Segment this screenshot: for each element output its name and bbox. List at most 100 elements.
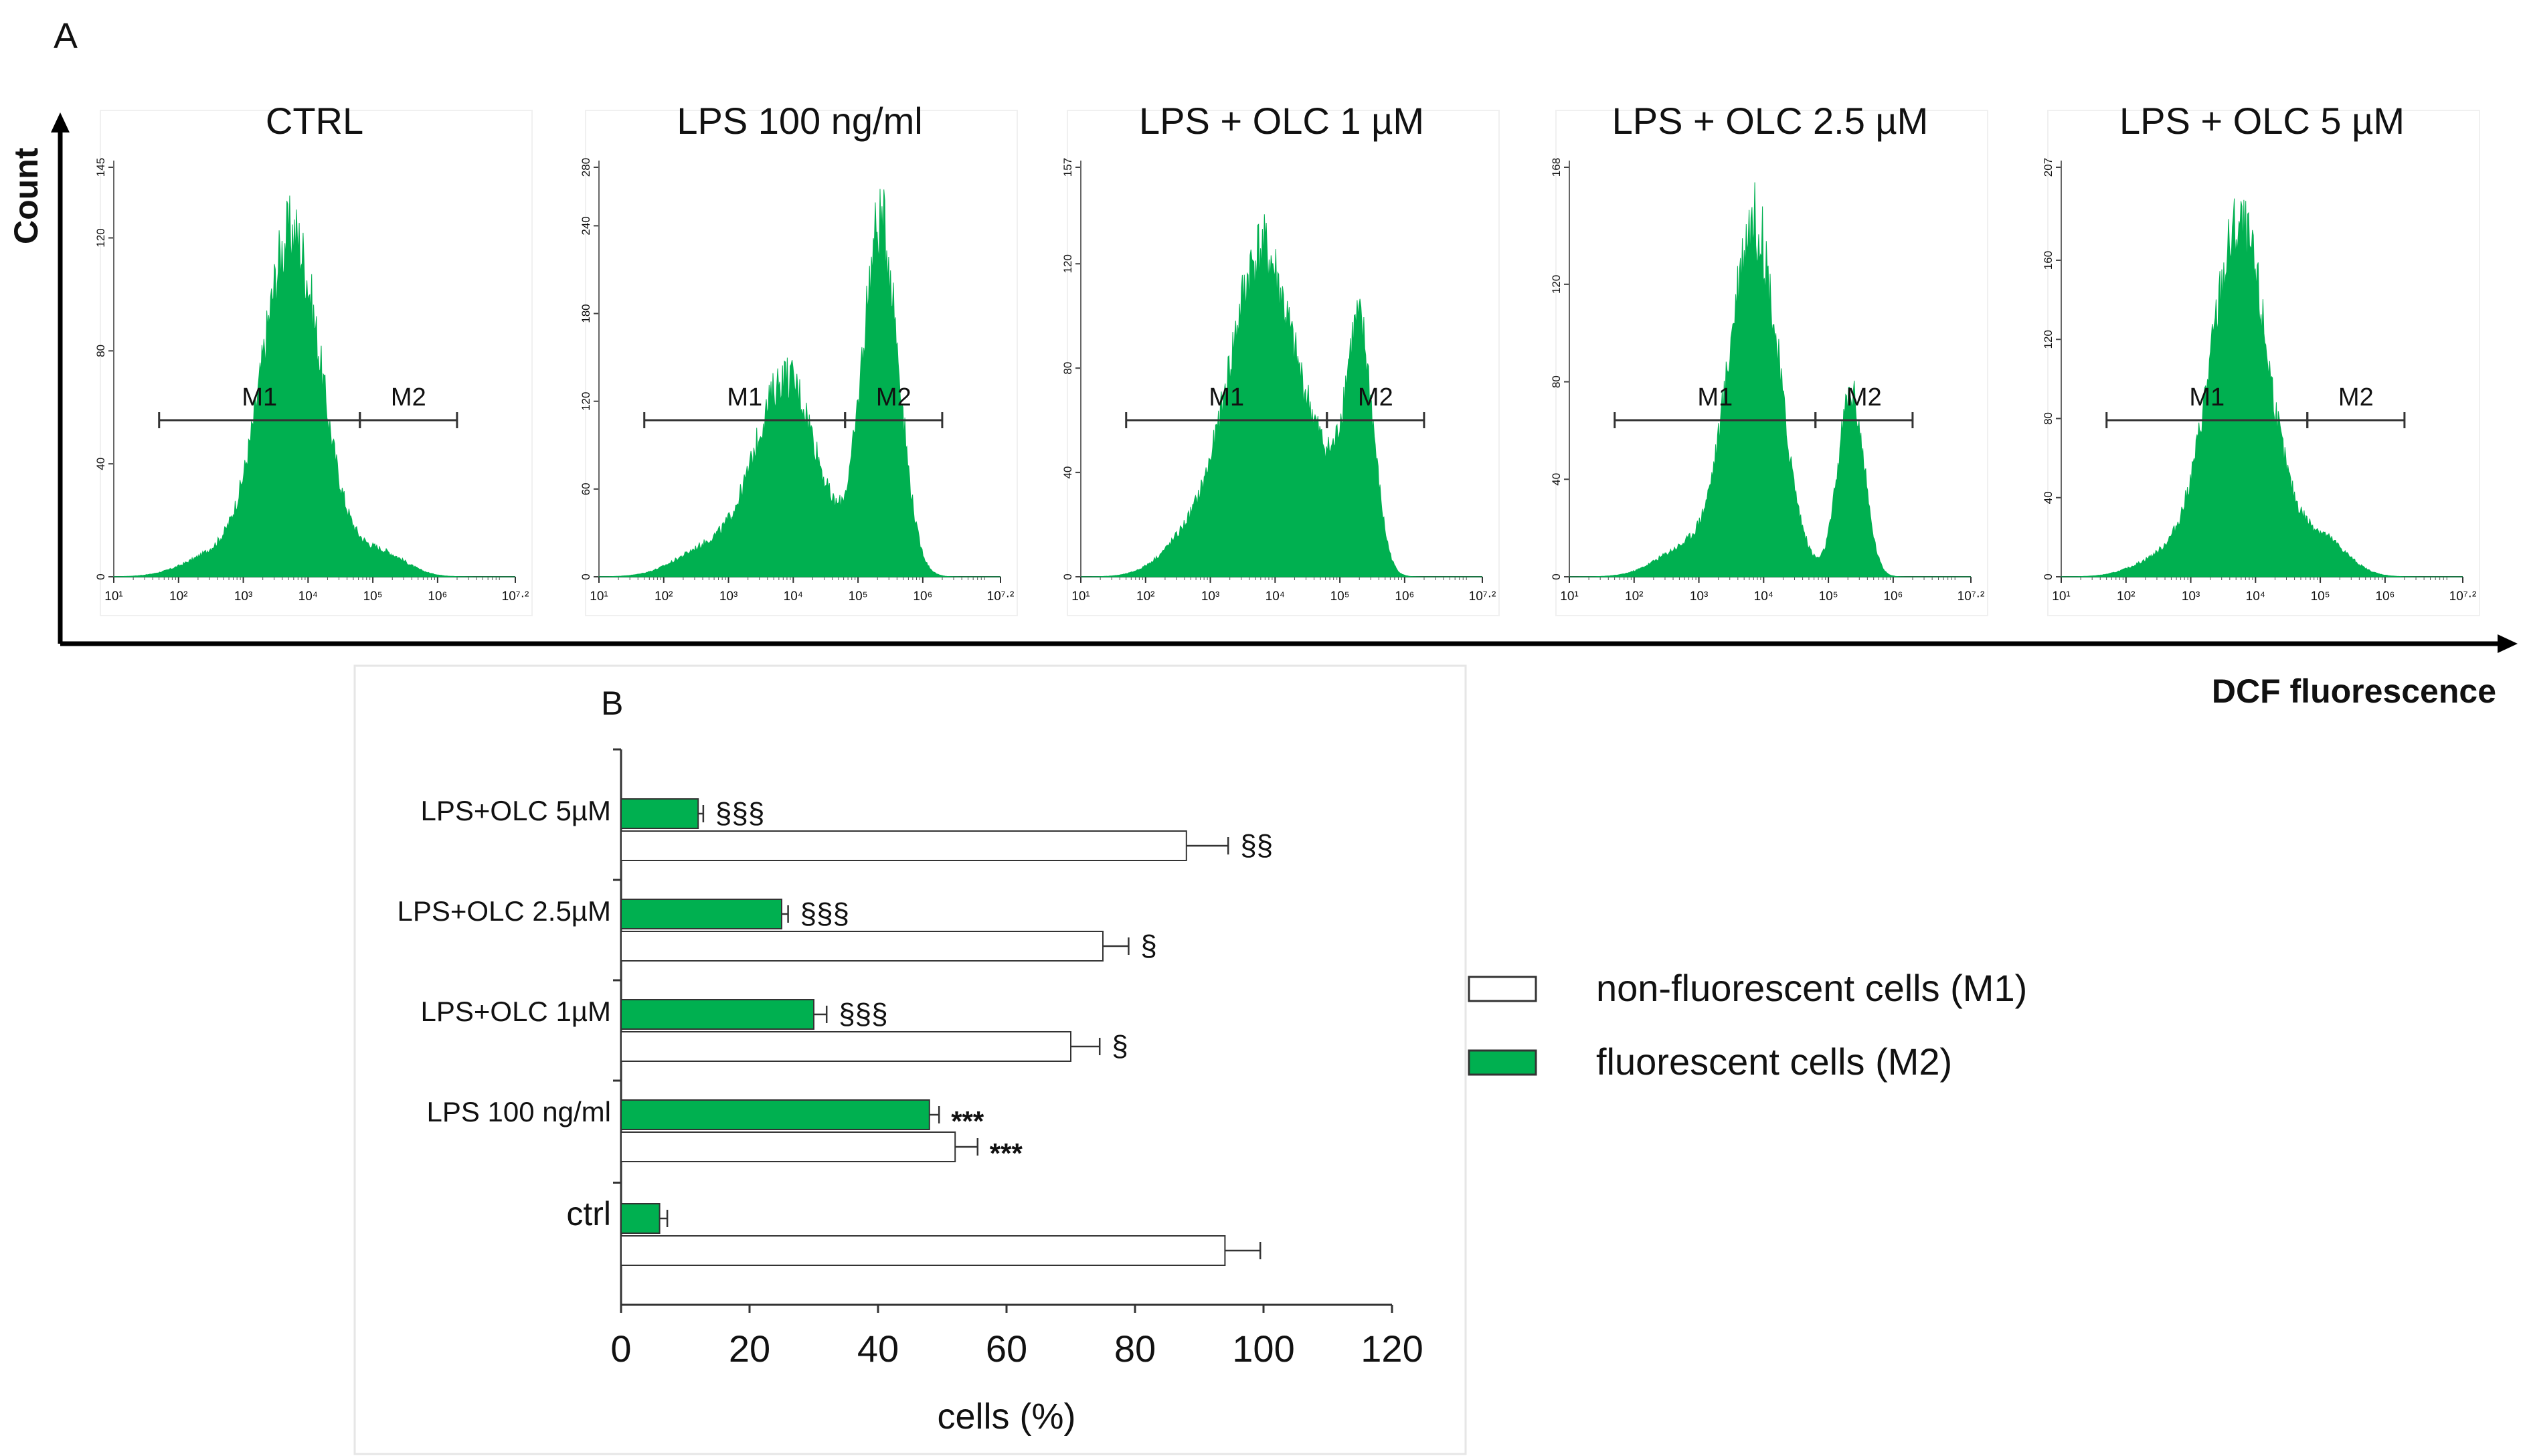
histogram-area bbox=[598, 189, 1000, 577]
bar-category-label: LPS 100 ng/ml bbox=[426, 1096, 611, 1127]
y-tick-label: 120 bbox=[94, 228, 107, 247]
y-tick-label: 157 bbox=[1061, 158, 1074, 177]
x-tick-label: 10³ bbox=[1201, 589, 1219, 604]
x-tick-label: 10² bbox=[655, 589, 673, 604]
x-tick-label: 10² bbox=[1625, 589, 1643, 604]
significance-marker: §§ bbox=[1240, 829, 1273, 862]
bar-m2 bbox=[620, 798, 699, 829]
y-tick-label: 280 bbox=[580, 158, 592, 177]
y-tick-label: 180 bbox=[580, 304, 592, 323]
bar-category-label: LPS+OLC 1µM bbox=[421, 996, 611, 1027]
x-tick-label: 10⁶ bbox=[2375, 589, 2395, 604]
y-tick-label: 240 bbox=[580, 216, 592, 235]
x-tick-label: 10⁴ bbox=[298, 589, 318, 604]
bar-x-tick-label: 80 bbox=[1114, 1328, 1156, 1370]
histogram-title: LPS 100 ng/ml bbox=[677, 100, 922, 142]
y-tick-label: 80 bbox=[1061, 362, 1074, 375]
bar-m2 bbox=[620, 899, 782, 929]
x-tick-label: 10⁷·² bbox=[1957, 589, 1985, 604]
panel-b-letter: B bbox=[601, 685, 623, 722]
panel-a-y-arrowhead bbox=[51, 112, 70, 132]
bar-x-tick-label: 20 bbox=[729, 1328, 770, 1370]
legend-label: non-fluorescent cells (M1) bbox=[1596, 967, 2027, 1009]
legend-swatch bbox=[1468, 976, 1537, 1002]
legend: non-fluorescent cells (M1) fluorescent ce… bbox=[1468, 967, 2027, 1083]
bar-m1 bbox=[620, 830, 1187, 861]
gate-label: M1 bbox=[1697, 383, 1733, 412]
gate-label: M1 bbox=[2189, 383, 2225, 412]
histogram-frame bbox=[1067, 110, 1500, 616]
bar-category-label: LPS+OLC 2.5µM bbox=[397, 895, 611, 927]
y-tick-label: 120 bbox=[2042, 330, 2055, 349]
gate-label: M2 bbox=[1358, 383, 1393, 412]
histogram-1: CTRL 0 40 80 120 145 10¹ 10² 10³ 10⁴ 10⁵ 10⁶ 10⁷·² M1… bbox=[94, 100, 533, 616]
histogram-3: LPS + OLC 1 µM 0 40 80 120 157 10¹ 10² 10³ 10⁴ 10⁵… bbox=[1061, 100, 1500, 616]
bar-m2 bbox=[620, 1203, 661, 1234]
histogram-frame bbox=[100, 110, 533, 616]
significance-marker: § bbox=[1112, 1030, 1128, 1063]
y-tick-label: 80 bbox=[2042, 412, 2055, 425]
bar-m2 bbox=[620, 999, 814, 1030]
y-tick-label: 40 bbox=[1061, 466, 1074, 479]
y-tick-label: 0 bbox=[1550, 573, 1563, 579]
histogram-frame bbox=[585, 110, 1018, 616]
x-tick-label: 10⁵ bbox=[849, 589, 868, 604]
x-tick-label: 10¹ bbox=[590, 589, 608, 604]
bar-m2 bbox=[620, 1099, 930, 1130]
histogram-4: LPS + OLC 2.5 µM 0 40 80 120 168 10¹ 10² 10³ 10⁴ 1… bbox=[1550, 100, 1988, 616]
x-tick-label: 10⁵ bbox=[363, 589, 383, 604]
y-tick-label: 60 bbox=[580, 482, 592, 495]
x-tick-label: 10⁷·² bbox=[987, 589, 1015, 604]
x-tick-label: 10⁴ bbox=[784, 589, 803, 604]
histogram-title: CTRL bbox=[266, 100, 363, 142]
histogram-title: LPS + OLC 5 µM bbox=[2119, 100, 2405, 142]
histogram-5: LPS + OLC 5 µM 0 40 80 120 160 207 10¹ 10² 10³ 10⁴… bbox=[2042, 100, 2480, 616]
bar-m1 bbox=[620, 1131, 956, 1162]
bar-category-label: LPS+OLC 5µM bbox=[421, 795, 611, 826]
bar-m1 bbox=[620, 1031, 1071, 1062]
gate-label: M2 bbox=[876, 383, 911, 412]
x-tick-label: 10⁴ bbox=[1266, 589, 1285, 604]
count-axis-label: Count bbox=[7, 147, 45, 244]
x-tick-label: 10² bbox=[169, 589, 187, 604]
significance-marker: §§§ bbox=[800, 897, 849, 930]
significance-marker: §§§ bbox=[715, 797, 764, 830]
y-tick-label: 80 bbox=[1550, 375, 1563, 388]
bar-m1 bbox=[620, 931, 1104, 962]
x-tick-label: 10⁶ bbox=[428, 589, 447, 604]
x-tick-label: 10² bbox=[1136, 589, 1154, 604]
gate-label: M1 bbox=[242, 383, 277, 412]
y-tick-label: 207 bbox=[2042, 158, 2055, 177]
significance-marker: § bbox=[1140, 929, 1156, 962]
histogram-area bbox=[1569, 182, 1971, 577]
significance-marker: §§§ bbox=[839, 998, 887, 1030]
panel-a-letter: A bbox=[54, 16, 78, 56]
x-tick-label: 10⁵ bbox=[1330, 589, 1350, 604]
x-tick-label: 10⁴ bbox=[1754, 589, 1773, 604]
histogram-2: LPS 100 ng/ml 0 60 120 180 240 280 10¹ 10² 10³ 10⁴… bbox=[580, 100, 1018, 616]
bar-x-tick-label: 60 bbox=[986, 1328, 1027, 1370]
gate-label: M1 bbox=[727, 383, 762, 412]
histogram-panels: CTRL 0 40 80 120 145 10¹ 10² 10³ 10⁴ 10⁵ 10⁶ 10⁷·² M1… bbox=[94, 100, 2480, 616]
x-tick-label: 10⁶ bbox=[1395, 589, 1414, 604]
histogram-title: LPS + OLC 1 µM bbox=[1139, 100, 1424, 142]
y-tick-label: 0 bbox=[94, 573, 107, 579]
bar-x-tick-label: 0 bbox=[610, 1328, 631, 1370]
significance-marker: *** bbox=[990, 1138, 1023, 1169]
bar-x-axis-label: cells (%) bbox=[937, 1396, 1075, 1437]
significance-marker: *** bbox=[951, 1105, 984, 1137]
y-tick-label: 40 bbox=[2042, 491, 2055, 504]
bar-m1 bbox=[620, 1235, 1226, 1266]
bar-x-tick-label: 100 bbox=[1232, 1328, 1294, 1370]
panel-b-frame bbox=[353, 664, 1467, 1455]
x-tick-label: 10⁷·² bbox=[502, 589, 529, 604]
gate-label: M2 bbox=[2338, 383, 2374, 412]
x-tick-label: 10⁴ bbox=[2246, 589, 2265, 604]
gate-label: M2 bbox=[1846, 383, 1882, 412]
x-tick-label: 10¹ bbox=[1560, 589, 1578, 604]
bar-x-tick-label: 40 bbox=[857, 1328, 899, 1370]
y-tick-label: 120 bbox=[1061, 254, 1074, 273]
x-tick-label: 10² bbox=[2117, 589, 2135, 604]
y-tick-label: 120 bbox=[580, 392, 592, 411]
